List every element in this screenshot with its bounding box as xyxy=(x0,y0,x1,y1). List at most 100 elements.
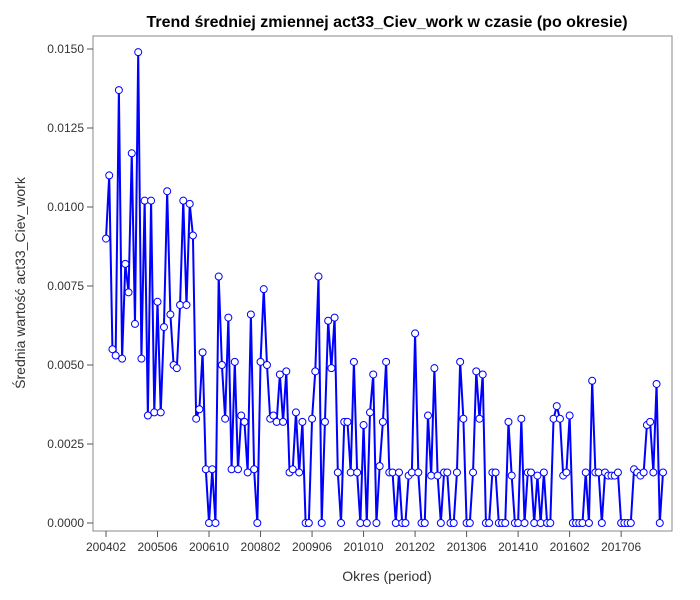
data-point xyxy=(320,417,329,426)
data-point xyxy=(411,329,420,338)
data-point xyxy=(469,468,478,477)
data-point xyxy=(195,405,204,414)
data-point xyxy=(118,354,127,363)
data-point xyxy=(153,297,162,306)
data-point xyxy=(330,313,339,322)
data-point xyxy=(485,519,494,527)
data-point xyxy=(565,411,574,420)
x-tick-label: 201306 xyxy=(447,540,487,554)
data-point xyxy=(343,417,352,426)
data-point xyxy=(246,310,255,319)
data-point xyxy=(430,364,439,373)
data-point xyxy=(327,364,336,373)
data-point xyxy=(275,370,284,379)
data-point xyxy=(449,519,458,527)
data-point xyxy=(546,519,555,527)
data-point xyxy=(526,468,535,477)
data-point xyxy=(349,357,358,366)
data-point xyxy=(649,468,658,477)
data-point xyxy=(208,465,217,474)
data-point xyxy=(240,417,249,426)
data-point xyxy=(221,414,230,423)
y-tick-label: 0.0000 xyxy=(47,516,84,530)
data-point xyxy=(375,462,384,471)
data-point xyxy=(188,231,197,240)
data-point xyxy=(472,367,481,376)
data-point xyxy=(185,199,194,208)
data-point xyxy=(443,468,452,477)
y-axis-label: Średnia wartość act33_Ciev_work xyxy=(11,176,28,389)
data-point xyxy=(102,234,110,243)
data-point xyxy=(436,519,445,527)
x-tick-label: 201706 xyxy=(601,540,641,554)
data-point xyxy=(353,468,362,477)
data-point xyxy=(652,379,661,388)
y-tick-label: 0.0100 xyxy=(47,200,84,214)
data-point xyxy=(517,414,526,423)
data-point xyxy=(179,196,188,205)
data-point xyxy=(539,468,548,477)
x-tick-label: 201010 xyxy=(344,540,384,554)
data-point xyxy=(304,519,313,527)
data-point xyxy=(291,408,300,417)
data-point xyxy=(581,468,590,477)
data-point xyxy=(478,370,487,379)
data-point xyxy=(504,417,513,426)
data-point xyxy=(172,364,181,373)
x-axis: 200402 200506 200610 200802 200906 201010 2012… xyxy=(86,531,641,554)
data-point xyxy=(433,471,442,480)
data-point xyxy=(311,367,320,376)
data-point xyxy=(108,345,117,354)
data-point xyxy=(224,313,233,322)
data-point xyxy=(295,468,304,477)
y-tick-label: 0.0125 xyxy=(47,121,84,135)
x-tick-label: 200506 xyxy=(137,540,177,554)
data-point xyxy=(597,519,606,527)
data-point xyxy=(282,367,291,376)
data-point xyxy=(491,468,500,477)
data-point xyxy=(394,468,403,477)
data-point xyxy=(262,361,271,369)
data-point xyxy=(182,300,191,309)
data-point xyxy=(211,519,220,527)
data-point xyxy=(137,354,146,363)
data-point xyxy=(646,417,655,426)
data-point xyxy=(362,519,371,527)
data-point xyxy=(114,86,123,95)
data-point xyxy=(192,414,201,423)
data-point xyxy=(124,288,133,297)
data-point xyxy=(111,351,120,360)
data-point xyxy=(121,259,130,268)
data-point xyxy=(626,519,635,527)
data-point xyxy=(163,187,172,196)
x-axis-label: Okres (period) xyxy=(342,568,431,584)
data-point xyxy=(588,376,597,385)
data-point xyxy=(198,348,207,357)
data-point xyxy=(459,414,468,423)
data-point xyxy=(243,468,252,477)
data-point xyxy=(659,468,667,477)
data-point xyxy=(308,414,317,423)
data-point xyxy=(253,519,262,527)
data-point xyxy=(237,411,246,420)
data-point xyxy=(369,370,378,379)
data-point xyxy=(130,319,139,328)
data-point xyxy=(562,468,571,477)
y-tick-label: 0.0050 xyxy=(47,358,84,372)
data-point xyxy=(401,519,410,527)
y-tick-label: 0.0150 xyxy=(47,42,84,56)
y-axis: 0.0000 0.0025 0.0050 0.0075 0.0100 0.0125 0.01… xyxy=(47,42,93,530)
data-point xyxy=(250,465,259,474)
data-point xyxy=(159,323,168,332)
data-point xyxy=(420,519,429,527)
data-point xyxy=(456,357,465,366)
data-point xyxy=(256,357,265,366)
data-point xyxy=(324,316,333,325)
data-point xyxy=(166,310,175,319)
plot-frame xyxy=(92,35,673,532)
x-tick-label: 201410 xyxy=(498,540,538,554)
x-tick-label: 200906 xyxy=(292,540,332,554)
y-tick-label: 0.0025 xyxy=(47,437,84,451)
